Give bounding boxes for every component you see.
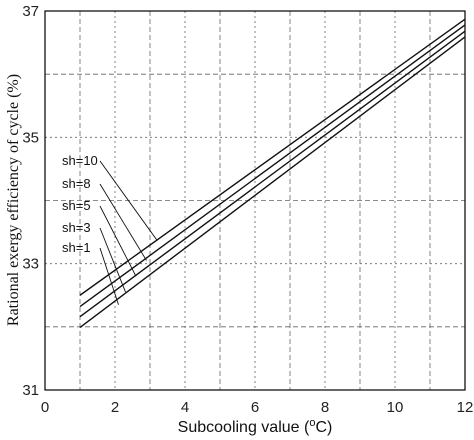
x-tick-label: 0: [41, 399, 49, 416]
annotation-leader: [99, 205, 137, 277]
annotation-leader: [99, 227, 126, 293]
y-tick-label: 35: [22, 129, 39, 146]
y-axis-label: Rational exergy efficiency of cycle (%): [5, 74, 22, 326]
annotation-label: sh=1: [62, 240, 91, 255]
y-ticks: 31 33 35 37: [22, 3, 39, 399]
x-axis-label: Subcooling value (oC): [178, 417, 333, 436]
annotation-label: sh=5: [62, 198, 91, 213]
plot-frame: [44, 10, 466, 391]
annotation-label: sh=10: [62, 153, 98, 168]
x-ticks: 0 2 4 6 8 10 12: [41, 399, 474, 416]
annotation-label: sh=8: [62, 176, 91, 191]
annotation-label: sh=3: [62, 220, 91, 235]
x-tick-label: 2: [111, 399, 119, 416]
y-tick-label: 33: [22, 256, 39, 273]
annotation-leader: [99, 247, 119, 305]
series-line-sh-5: [79, 30, 466, 318]
series-lines: [79, 18, 466, 329]
series-line-sh-8: [79, 24, 466, 308]
x-tick-label: 10: [387, 399, 404, 416]
annotations: sh=10 sh=8 sh=5 sh=3 sh=1: [62, 153, 158, 305]
y-tick-label: 31: [22, 382, 39, 399]
x-axis-label-unit: C): [315, 419, 332, 436]
x-tick-label: 6: [251, 399, 259, 416]
series-line-sh-10: [79, 18, 466, 296]
grid: [45, 11, 465, 390]
x-axis-label-sup: o: [309, 417, 315, 429]
y-tick-label: 37: [22, 3, 39, 20]
x-axis-label-main: Subcooling value (: [178, 419, 310, 436]
x-tick-label: 8: [321, 399, 329, 416]
x-tick-label: 4: [181, 399, 189, 416]
x-tick-label: 12: [457, 399, 474, 416]
series-line-sh-3: [79, 36, 466, 329]
annotation-leader: [99, 183, 147, 261]
annotation-leader: [99, 160, 158, 241]
